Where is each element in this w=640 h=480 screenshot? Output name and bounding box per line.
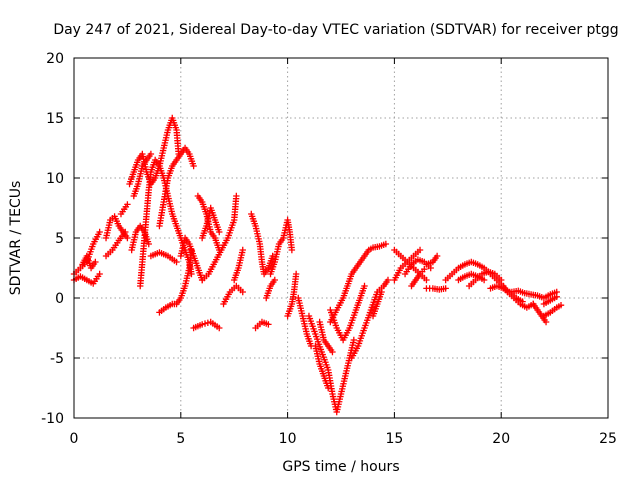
data-point xyxy=(433,252,441,260)
series-arc-05 xyxy=(102,228,129,260)
data-point xyxy=(542,318,550,326)
y-tick-label: 20 xyxy=(46,51,64,67)
series-arc-33 xyxy=(369,288,385,320)
data-point xyxy=(198,321,206,328)
series-arc-16 xyxy=(198,204,223,242)
data-point xyxy=(96,228,103,236)
series-arc-30 xyxy=(327,282,368,344)
data-point xyxy=(145,240,152,248)
data-point xyxy=(271,276,278,284)
series-arc-24 xyxy=(263,276,278,302)
data-point xyxy=(442,285,449,292)
data-point xyxy=(269,252,276,260)
x-axis-label: GPS time / hours xyxy=(282,459,399,475)
data-point xyxy=(216,324,223,332)
data-point xyxy=(204,319,212,326)
data-point xyxy=(329,348,336,356)
data-point xyxy=(384,276,392,284)
data-point xyxy=(92,258,99,266)
y-tick-label: 5 xyxy=(55,231,64,247)
data-point xyxy=(239,246,246,254)
series-arc-08 xyxy=(126,114,182,188)
data-point xyxy=(361,282,368,290)
series-arc-22 xyxy=(252,318,272,332)
series-arc-23 xyxy=(267,216,296,278)
series-arc-03 xyxy=(79,252,99,272)
series-arc-04 xyxy=(102,213,131,242)
data-point xyxy=(265,321,272,328)
data-point xyxy=(421,266,428,273)
series-arc-42 xyxy=(465,268,505,290)
series-arc-38 xyxy=(423,252,441,268)
x-tick-label: 15 xyxy=(385,431,403,447)
series-arc-02 xyxy=(70,270,103,287)
data-point xyxy=(423,276,430,284)
grid-lines xyxy=(74,58,608,418)
x-tick-label: 10 xyxy=(279,431,297,447)
x-tick-label: 5 xyxy=(176,431,185,447)
x-tick-label: 20 xyxy=(492,431,510,447)
series-arc-13 xyxy=(156,246,195,316)
data-point xyxy=(553,293,560,300)
series-arc-29 xyxy=(316,318,336,356)
data-point xyxy=(288,246,296,254)
data-point xyxy=(498,276,505,284)
series-arc-47 xyxy=(540,302,565,320)
data-point xyxy=(480,276,488,284)
data-point xyxy=(216,228,223,236)
y-tick-label: 0 xyxy=(55,291,64,307)
data-point xyxy=(190,162,197,170)
series-arc-25 xyxy=(284,270,300,320)
data-point xyxy=(124,201,131,208)
series-arc-10 xyxy=(137,156,195,290)
series-arc-45 xyxy=(508,287,560,302)
data-point xyxy=(378,288,385,296)
y-tick-label: -10 xyxy=(41,411,64,427)
series-arc-19 xyxy=(220,282,246,308)
axis-ticks: 0 5 10 15 20 25 -10 -5 0 5 10 15 20 xyxy=(41,51,617,447)
series-arc-39 xyxy=(423,285,449,293)
series-arc-20 xyxy=(231,246,246,284)
data-point xyxy=(350,336,358,344)
series-arc-32 xyxy=(348,276,392,362)
y-tick-label: 15 xyxy=(46,111,64,127)
series-arc-11 xyxy=(156,144,197,230)
series-arc-31 xyxy=(327,240,390,326)
data-point xyxy=(239,288,246,296)
series-arc-12 xyxy=(147,249,180,266)
series-arc-21 xyxy=(248,210,276,278)
x-tick-label: 25 xyxy=(599,431,617,447)
series-arc-35 xyxy=(391,246,424,284)
data-point xyxy=(122,228,129,236)
data-points xyxy=(70,114,565,416)
series-arc-27 xyxy=(305,312,358,416)
data-point xyxy=(201,320,209,327)
x-tick-label: 0 xyxy=(70,431,79,447)
series-arc-09 xyxy=(130,150,155,200)
data-point xyxy=(382,240,390,248)
y-axis-label: SDTVAR / TECUs xyxy=(8,181,24,296)
data-point xyxy=(292,270,300,278)
series-arc-17 xyxy=(190,318,223,332)
data-point xyxy=(147,150,155,158)
data-point xyxy=(416,246,424,254)
series-arc-26 xyxy=(295,294,315,350)
series-arc-48 xyxy=(540,293,560,308)
series-arc-37 xyxy=(408,266,428,290)
series-arc-06 xyxy=(117,201,131,218)
chart-title: Day 247 of 2021, Sidereal Day-to-day VTE… xyxy=(53,22,618,38)
y-tick-label: -5 xyxy=(50,351,64,367)
y-tick-label: 10 xyxy=(46,171,64,187)
data-point xyxy=(188,270,195,278)
series-arc-18 xyxy=(198,192,240,284)
data-point xyxy=(96,270,103,278)
series-arc-36 xyxy=(401,256,434,278)
data-point xyxy=(124,234,131,242)
data-point xyxy=(557,302,565,309)
data-point xyxy=(173,258,180,266)
data-point xyxy=(324,384,332,392)
series-arc-28 xyxy=(312,342,332,392)
data-point xyxy=(233,192,240,200)
